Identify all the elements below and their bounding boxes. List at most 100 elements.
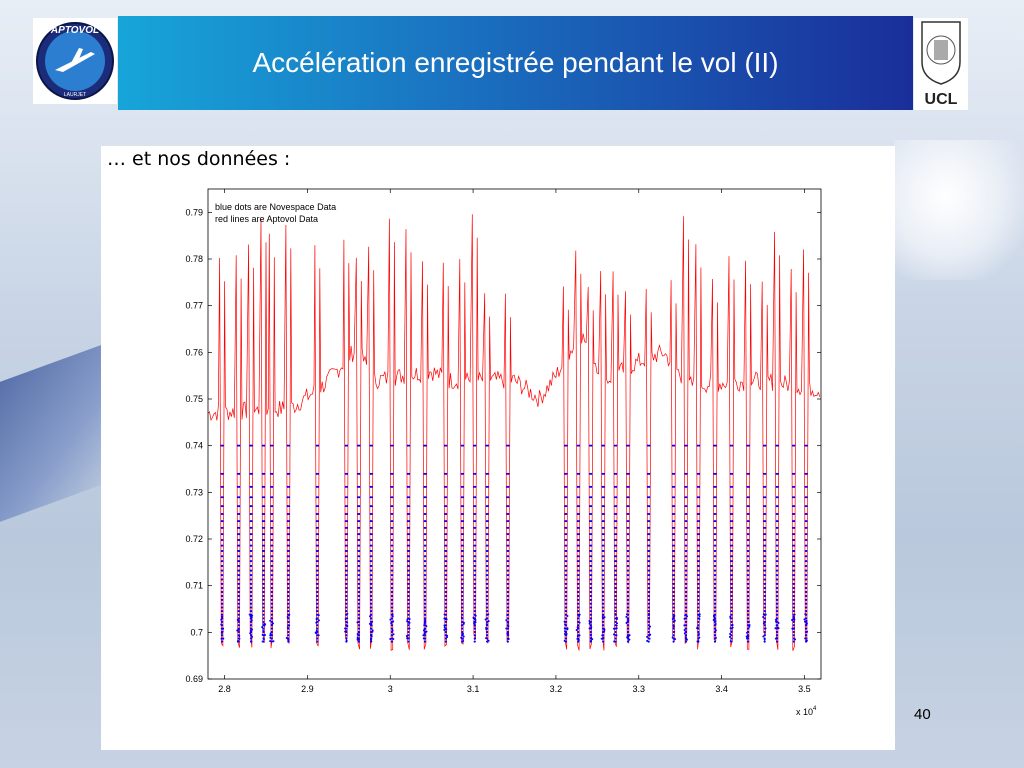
novespace-point xyxy=(731,544,734,547)
novespace-point xyxy=(391,591,394,594)
novespace-point xyxy=(792,640,795,643)
novespace-point xyxy=(262,638,265,641)
novespace-point xyxy=(648,578,651,581)
novespace-point xyxy=(589,633,592,636)
novespace-point xyxy=(564,620,567,623)
novespace-point xyxy=(392,637,395,640)
novespace-point xyxy=(287,591,290,594)
novespace-point xyxy=(316,640,319,643)
novespace-point xyxy=(648,472,651,475)
novespace-point xyxy=(805,526,808,529)
novespace-point xyxy=(390,472,393,475)
novespace-point xyxy=(565,586,568,589)
novespace-point xyxy=(507,444,510,447)
novespace-point xyxy=(615,472,618,475)
novespace-point xyxy=(424,595,427,598)
novespace-point xyxy=(763,624,766,627)
novespace-point xyxy=(370,472,373,475)
novespace-point xyxy=(577,602,580,605)
novespace-point xyxy=(673,496,676,499)
novespace-point xyxy=(685,496,688,499)
novespace-point xyxy=(601,616,604,619)
novespace-point xyxy=(685,544,688,547)
novespace-point xyxy=(745,637,748,640)
novespace-point xyxy=(565,496,568,499)
novespace-point xyxy=(357,606,360,609)
novespace-point xyxy=(646,444,649,447)
novespace-point xyxy=(577,624,580,627)
novespace-point xyxy=(462,472,465,475)
novespace-point xyxy=(474,569,477,572)
novespace-point xyxy=(673,485,676,488)
novespace-point xyxy=(565,578,568,581)
novespace-point xyxy=(774,627,777,630)
novespace-point xyxy=(776,569,779,572)
novespace-point xyxy=(685,564,688,567)
novespace-point xyxy=(590,520,593,523)
novespace-point xyxy=(461,602,464,605)
novespace-point xyxy=(714,591,717,594)
novespace-point xyxy=(221,533,224,536)
novespace-point xyxy=(747,627,750,630)
novespace-point xyxy=(685,485,688,488)
novespace-point xyxy=(731,550,734,553)
novespace-point xyxy=(627,578,630,581)
novespace-point xyxy=(391,586,394,589)
novespace-point xyxy=(317,485,320,488)
novespace-point xyxy=(445,598,448,601)
novespace-point xyxy=(685,520,688,523)
novespace-point xyxy=(747,569,750,572)
novespace-point xyxy=(672,627,675,630)
novespace-point xyxy=(424,550,427,553)
novespace-point xyxy=(391,574,394,577)
novespace-parabola xyxy=(314,444,320,643)
novespace-point xyxy=(262,630,265,633)
novespace-point xyxy=(358,569,361,572)
novespace-point xyxy=(590,485,593,488)
novespace-point xyxy=(776,512,779,515)
novespace-point xyxy=(565,526,568,529)
novespace-point xyxy=(407,598,410,601)
novespace-point xyxy=(648,485,651,488)
novespace-point xyxy=(408,539,411,542)
novespace-point xyxy=(627,496,630,499)
novespace-point xyxy=(565,512,568,515)
x-tick-label: 3.5 xyxy=(798,684,811,694)
novespace-point xyxy=(221,606,224,609)
novespace-point xyxy=(486,560,489,563)
novespace-point xyxy=(776,485,779,488)
novespace-point xyxy=(698,505,701,508)
novespace-point xyxy=(221,610,224,613)
novespace-point xyxy=(729,627,732,630)
novespace-point xyxy=(316,533,319,536)
novespace-point xyxy=(577,591,580,594)
novespace-point xyxy=(408,526,411,529)
novespace-point xyxy=(345,610,348,613)
novespace-point xyxy=(487,620,490,623)
novespace-point xyxy=(286,444,289,447)
novespace-point xyxy=(473,622,476,625)
novespace-point xyxy=(250,620,253,623)
novespace-point xyxy=(444,630,447,633)
novespace-point xyxy=(460,485,463,488)
novespace-parabola xyxy=(505,444,510,643)
novespace-point xyxy=(764,560,767,563)
novespace-point xyxy=(627,472,630,475)
novespace-point xyxy=(221,582,224,585)
novespace-point xyxy=(805,578,808,581)
novespace-point xyxy=(461,582,464,585)
novespace-point xyxy=(237,617,240,620)
novespace-point xyxy=(250,598,253,601)
novespace-point xyxy=(315,485,318,488)
novespace-point xyxy=(506,627,509,630)
novespace-point xyxy=(730,606,733,609)
novespace-point xyxy=(776,444,779,447)
novespace-point xyxy=(423,444,426,447)
novespace-point xyxy=(714,578,717,581)
novespace-point xyxy=(262,617,265,620)
novespace-point xyxy=(461,606,464,609)
novespace-point xyxy=(220,627,223,630)
chart-legend: blue dots are Novespace Data red lines a… xyxy=(215,202,336,224)
novespace-point xyxy=(486,512,489,515)
novespace-point xyxy=(792,620,795,623)
